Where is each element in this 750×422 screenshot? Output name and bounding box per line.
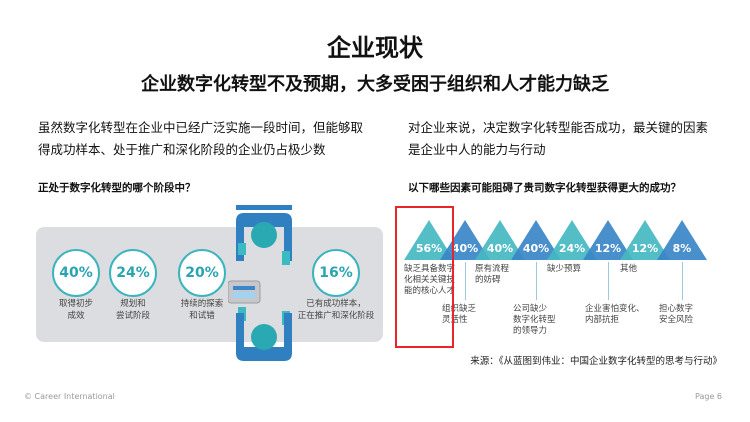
leader-line bbox=[682, 262, 683, 300]
factor-label: 公司缺少 数字化转型 的领导力 bbox=[513, 304, 556, 336]
stage-label: 规划和 尝试阶段 bbox=[115, 299, 150, 321]
factor-label: 担心数字 安全风险 bbox=[659, 304, 694, 325]
factor-label: 组织缺乏 灵活性 bbox=[442, 304, 477, 325]
meeting-illustration bbox=[228, 205, 292, 361]
factor-value: 40% bbox=[523, 242, 549, 255]
factor-triangle bbox=[404, 220, 454, 260]
stage-circle: 20% bbox=[178, 249, 226, 297]
leader-line bbox=[608, 262, 609, 300]
left-paragraph: 虽然数字化转型在企业中已经广泛实施一段时间，但能够取 得成功样本、处于推广和深化… bbox=[38, 117, 378, 161]
factor-value: 40% bbox=[487, 242, 513, 255]
leader-line bbox=[536, 262, 537, 300]
factor-value: 40% bbox=[452, 242, 478, 255]
factor-triangle bbox=[583, 220, 633, 260]
stage-circle: 40% bbox=[52, 249, 100, 297]
factor-label: 缺少预算 bbox=[547, 264, 582, 274]
leader-line bbox=[465, 262, 466, 300]
factor-label: 缺乏具备数字 化相关关键技 能的核心人才 bbox=[404, 264, 456, 296]
table-edge bbox=[236, 205, 292, 210]
chair-top bbox=[236, 213, 292, 261]
factor-label: 其他 bbox=[620, 264, 638, 274]
left-question: 正处于数字化转型的哪个阶段中？ bbox=[38, 182, 196, 194]
stage-circle: 16% bbox=[312, 249, 360, 297]
text-line: 得成功样本、处于推广和深化阶段的企业仍占极少数 bbox=[38, 142, 326, 157]
factor-triangle bbox=[547, 220, 597, 260]
text-line: 是企业中人的能力与行动 bbox=[408, 142, 546, 157]
stage-circle: 24% bbox=[109, 249, 157, 297]
factor-value: 8% bbox=[673, 242, 692, 255]
hands-top bbox=[238, 243, 290, 265]
factor-label: 原有流程 的妨碍 bbox=[475, 264, 510, 285]
chair-bottom bbox=[236, 313, 292, 361]
page-number: Page 6 bbox=[695, 392, 722, 401]
factor-label: 企业害怕变化、 内部抗拒 bbox=[585, 304, 645, 325]
person-head-top bbox=[251, 222, 277, 248]
factor-triangle bbox=[620, 220, 670, 260]
page-subtitle: 企业数字化转型不及预期，大多受困于组织和人才能力缺乏 bbox=[141, 74, 609, 95]
text-line: 虽然数字化转型在企业中已经广泛实施一段时间，但能够取 bbox=[38, 120, 364, 135]
factor-value: 56% bbox=[416, 242, 442, 255]
stage-label: 已有成功样本， 正在推广和深化阶段 bbox=[297, 299, 375, 321]
factor-triangle bbox=[511, 220, 561, 260]
stage-label: 持续的探索 和试错 bbox=[180, 299, 224, 321]
person-head-bottom bbox=[251, 324, 277, 350]
factor-value: 24% bbox=[559, 242, 585, 255]
right-paragraph: 对企业来说，决定数字化转型能否成功，最关键的因素 是企业中人的能力与行动 bbox=[408, 117, 748, 161]
factor-triangle bbox=[657, 220, 707, 260]
highlight-box bbox=[395, 206, 454, 348]
source-note: 来源：《从蓝图到伟业：中国企业数字化转型的思考与行动》 bbox=[470, 356, 722, 367]
factor-triangle bbox=[475, 220, 525, 260]
right-question: 以下哪些因素可能阻碍了贵司数字化转型获得更大的成功？ bbox=[408, 182, 681, 194]
text-line: 对企业来说，决定数字化转型能否成功，最关键的因素 bbox=[408, 120, 709, 135]
page-title: 企业现状 bbox=[327, 34, 423, 62]
factor-value: 12% bbox=[595, 242, 621, 255]
stage-label: 取得初步 成效 bbox=[58, 299, 93, 321]
factor-value: 12% bbox=[632, 242, 658, 255]
copyright: © Career International bbox=[24, 392, 115, 401]
